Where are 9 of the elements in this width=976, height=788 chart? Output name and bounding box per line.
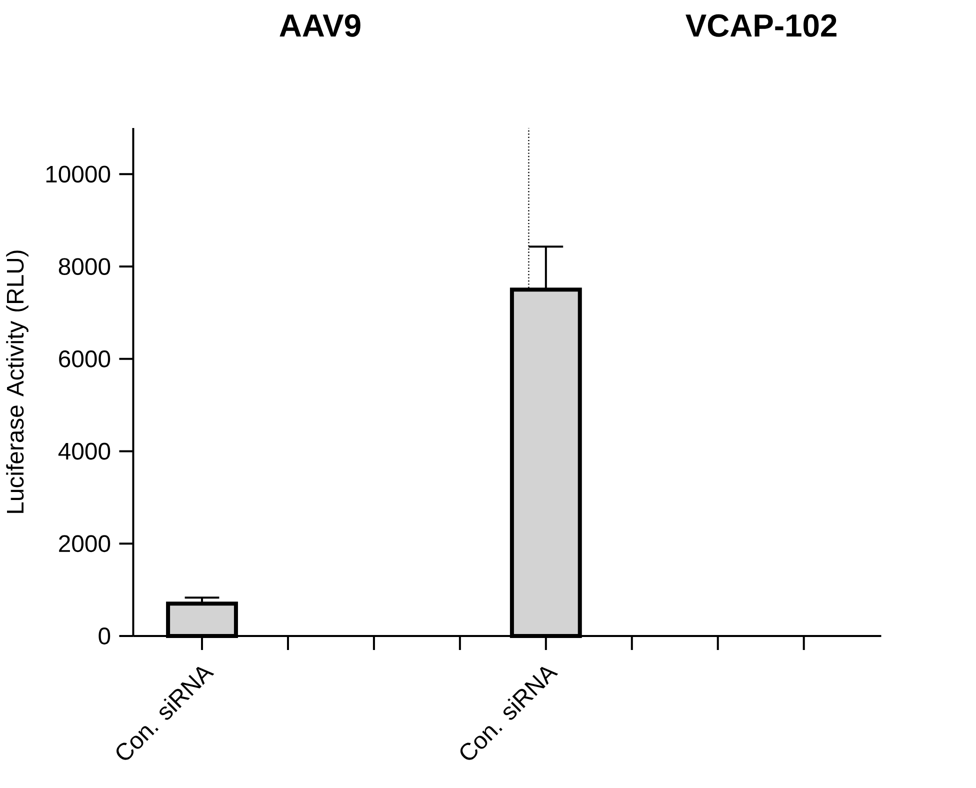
text: AAV9 (280, 14, 360, 37)
y-tick-label: 2000 (59, 535, 110, 552)
y-tick-label: 4000 (58, 442, 110, 460)
y-axis-title: Luciferase Activity (RLU) (6, 250, 28, 513)
y-tick-label: 10000 (46, 166, 110, 183)
text: VCAP-102 (686, 14, 836, 37)
y-tick-label: 8000 (58, 258, 110, 275)
y-tick-label: 6000 (59, 350, 110, 368)
y-tick-label: 0 (98, 628, 110, 644)
